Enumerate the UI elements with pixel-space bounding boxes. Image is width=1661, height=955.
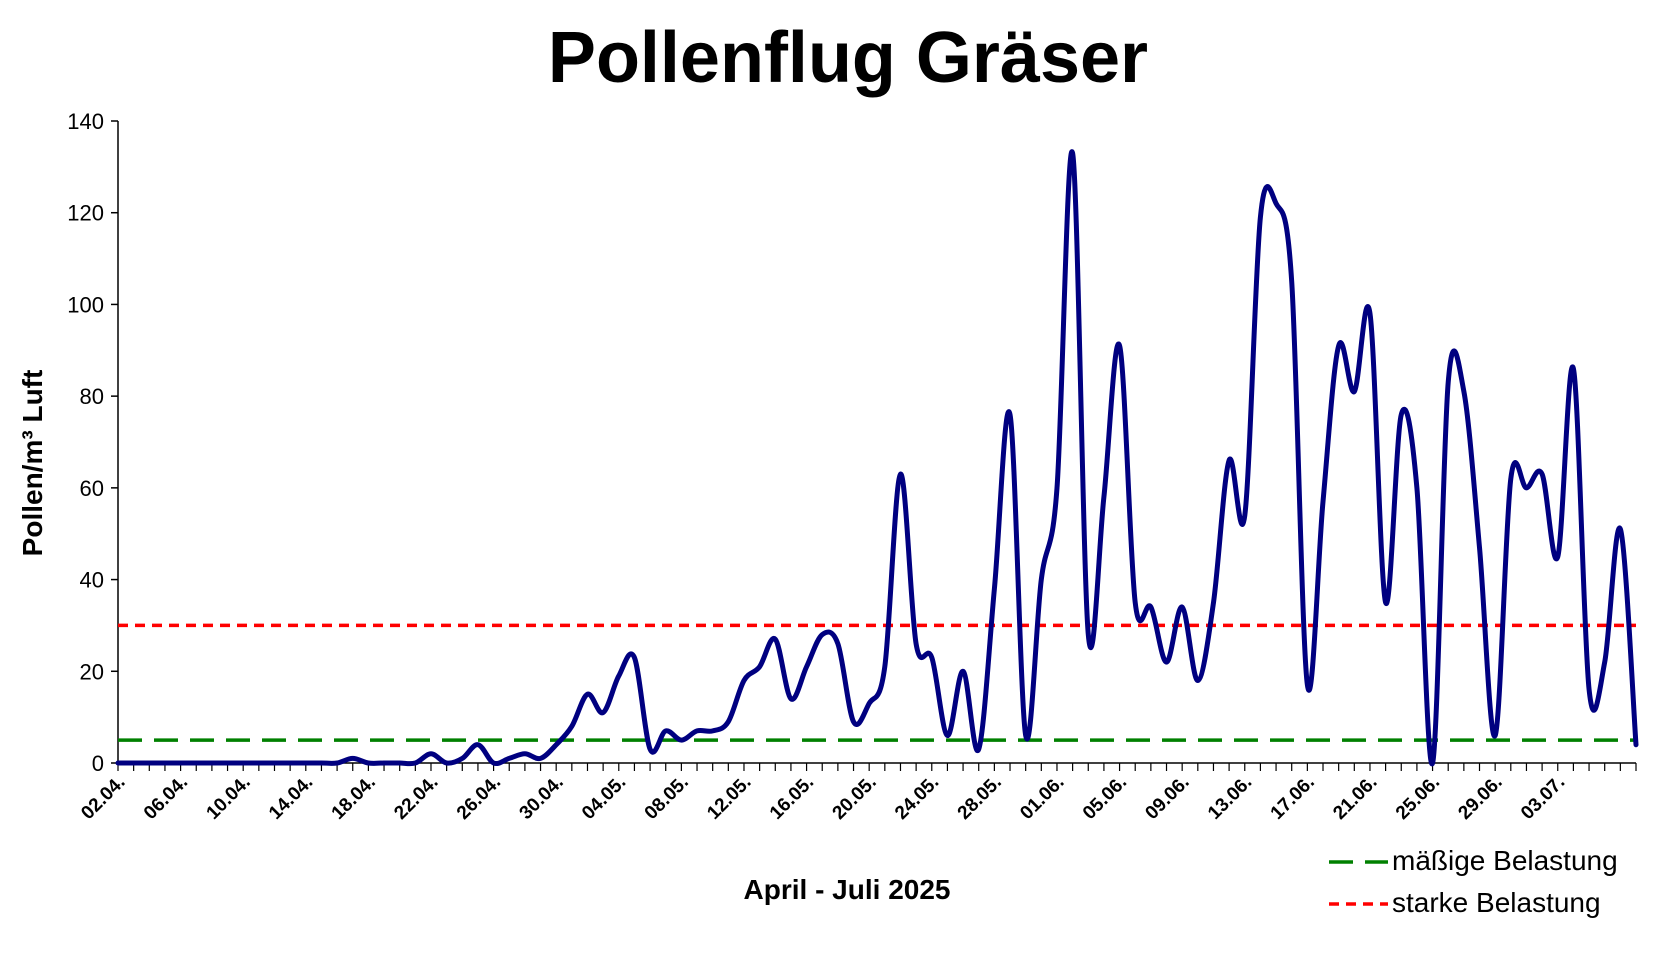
x-axis-ticks: 02.04. 06.04. 10.04. 14.04. 18.04. 22.04. 26.0… [77, 763, 1637, 824]
x-tick-label: 14.04. [265, 772, 317, 824]
legend-label: mäßige Belastung [1392, 845, 1618, 876]
x-tick-label: 16.05. [766, 772, 818, 824]
y-tick-label: 100 [67, 292, 104, 317]
x-tick-label: 30.04. [516, 772, 568, 824]
x-tick-label: 10.04. [203, 772, 255, 824]
x-tick-label: 09.06. [1141, 772, 1193, 824]
x-tick-label: 03.07. [1517, 772, 1569, 824]
legend-label: starke Belastung [1392, 887, 1601, 918]
threshold-lines [118, 623, 1636, 742]
x-tick-label: 02.04. [77, 772, 129, 824]
x-tick-label: 29.06. [1454, 772, 1506, 824]
y-tick-label: 60 [80, 476, 104, 501]
x-tick-label: 25.06. [1392, 772, 1444, 824]
x-tick-label: 13.06. [1204, 772, 1256, 824]
series-line-pollen [115, 149, 1639, 767]
chart-title: Pollenflug Gräser [548, 18, 1148, 98]
x-tick-label: 28.05. [954, 772, 1006, 824]
y-tick-label: 20 [80, 659, 104, 684]
x-tick-label: 05.06. [1079, 772, 1131, 824]
axes [117, 121, 1636, 764]
x-tick-label: 24.05. [891, 772, 943, 824]
x-tick-label: 12.05. [703, 772, 755, 824]
x-tick-label: 21.06. [1329, 772, 1381, 824]
y-tick-label: 80 [80, 384, 104, 409]
x-tick-label: 20.05. [829, 772, 881, 824]
x-tick-label: 06.04. [140, 772, 192, 824]
legend: mäßige Belastung starke Belastung [1329, 845, 1618, 918]
x-tick-label: 08.05. [641, 772, 693, 824]
x-axis-label: April - Juli 2025 [744, 874, 951, 905]
y-tick-label: 120 [67, 201, 104, 226]
x-tick-label: 17.06. [1267, 772, 1319, 824]
y-tick-label: 40 [80, 568, 104, 593]
series-lines [115, 149, 1639, 767]
x-tick-label: 18.04. [328, 772, 380, 824]
y-tick-label: 140 [67, 109, 104, 134]
y-axis-ticks: 0 20 40 60 80 100 120 140 [67, 109, 118, 776]
y-tick-label: 0 [92, 751, 104, 776]
x-tick-label: 01.06. [1016, 772, 1068, 824]
y-axis-label: Pollen/m³ Luft [17, 370, 48, 557]
x-tick-label: 22.04. [390, 772, 442, 824]
x-tick-label: 04.05. [578, 772, 630, 824]
x-tick-label: 26.04. [453, 772, 505, 824]
